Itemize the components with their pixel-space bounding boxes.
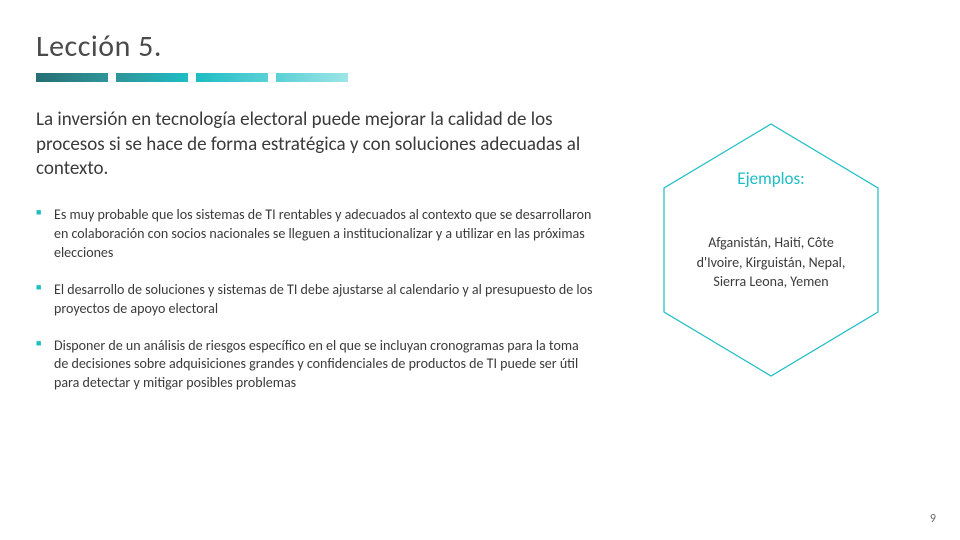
right-column: Ejemplos: Afganistán, Haití, Côte d'Ivoi…: [616, 108, 920, 411]
accent-bars: [36, 73, 920, 82]
page-number: 9: [930, 512, 936, 526]
subtitle: La inversión en tecnología electoral pue…: [36, 108, 596, 182]
bullet-item: Es muy probable que los sistemas de TI r…: [36, 206, 596, 263]
bullet-item: Disponer de un análisis de riesgos espec…: [36, 337, 596, 394]
accent-bar-1: [36, 73, 108, 82]
accent-bar-4: [276, 73, 348, 82]
examples-countries: Afganistán, Haití, Côte d'Ivoire, Kirgui…: [656, 233, 886, 292]
hexagon-content: Ejemplos: Afganistán, Haití, Côte d'Ivoi…: [656, 120, 886, 380]
left-column: La inversión en tecnología electoral pue…: [36, 108, 596, 411]
bullet-list: Es muy probable que los sistemas de TI r…: [36, 206, 596, 393]
accent-bar-3: [196, 73, 268, 82]
slide: Lección 5. La inversión en tecnología el…: [0, 0, 960, 540]
examples-label: Ejemplos:: [737, 168, 804, 189]
hexagon-container: Ejemplos: Afganistán, Haití, Côte d'Ivoi…: [656, 120, 886, 380]
accent-bar-2: [116, 73, 188, 82]
bullet-item: El desarrollo de soluciones y sistemas d…: [36, 281, 596, 319]
slide-title: Lección 5.: [36, 28, 920, 65]
content-row: La inversión en tecnología electoral pue…: [36, 108, 920, 411]
